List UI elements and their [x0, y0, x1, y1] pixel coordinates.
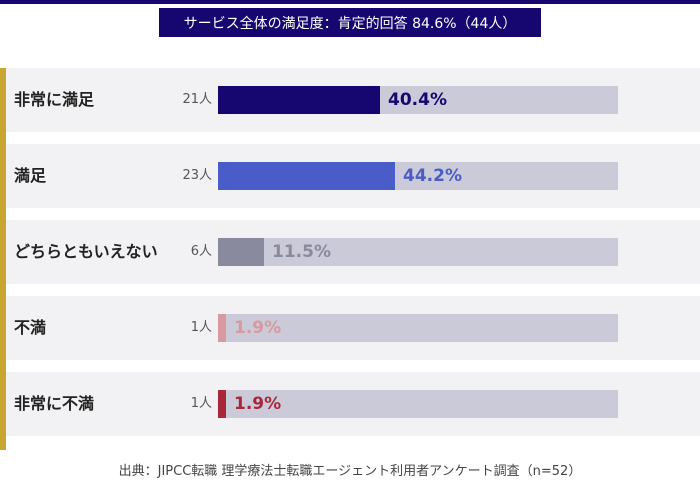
value-label: 44.2% [403, 166, 462, 186]
bar-fill [218, 162, 395, 190]
category-label: 非常に満足 [14, 90, 95, 109]
source-footer: 出典：JIPCC転職 理学療法士転職エージェント利用者アンケート調査（n=52） [118, 464, 582, 479]
chart-row: どちらともいえない 6人 11.5% [6, 220, 700, 284]
chart-row: 満足 23人 44.2% [6, 144, 700, 208]
respondent-count: 21人 [182, 92, 212, 107]
bar-track: 1.9% [218, 314, 618, 342]
category-label: どちらともいえない [14, 242, 158, 261]
category-label: 不満 [14, 318, 47, 337]
chart-row: 不満 1人 1.9% [6, 296, 700, 360]
bar-fill [218, 238, 264, 266]
bar-track: 11.5% [218, 238, 618, 266]
category-label: 満足 [14, 166, 47, 185]
bar-fill [218, 86, 380, 114]
value-label: 1.9% [234, 318, 282, 338]
chart-title: サービス全体の満足度：肯定的回答 84.6%（44人） [159, 8, 541, 37]
bar-fill [218, 314, 226, 342]
bar-fill [218, 390, 226, 418]
respondent-count: 23人 [182, 168, 212, 183]
category-label: 非常に不満 [14, 394, 95, 413]
bar-track: 1.9% [218, 390, 618, 418]
value-label: 40.4% [388, 90, 447, 110]
value-label: 1.9% [234, 394, 282, 414]
bar-track: 40.4% [218, 86, 618, 114]
chart-row: 非常に不満 1人 1.9% [6, 372, 700, 436]
respondent-count: 6人 [190, 244, 212, 259]
value-label: 11.5% [272, 242, 331, 262]
bar-track: 44.2% [218, 162, 618, 190]
top-rule [0, 0, 700, 4]
accent-bar [0, 68, 6, 450]
chart-row: 非常に満足 21人 40.4% [6, 68, 700, 132]
respondent-count: 1人 [190, 396, 212, 411]
respondent-count: 1人 [190, 320, 212, 335]
